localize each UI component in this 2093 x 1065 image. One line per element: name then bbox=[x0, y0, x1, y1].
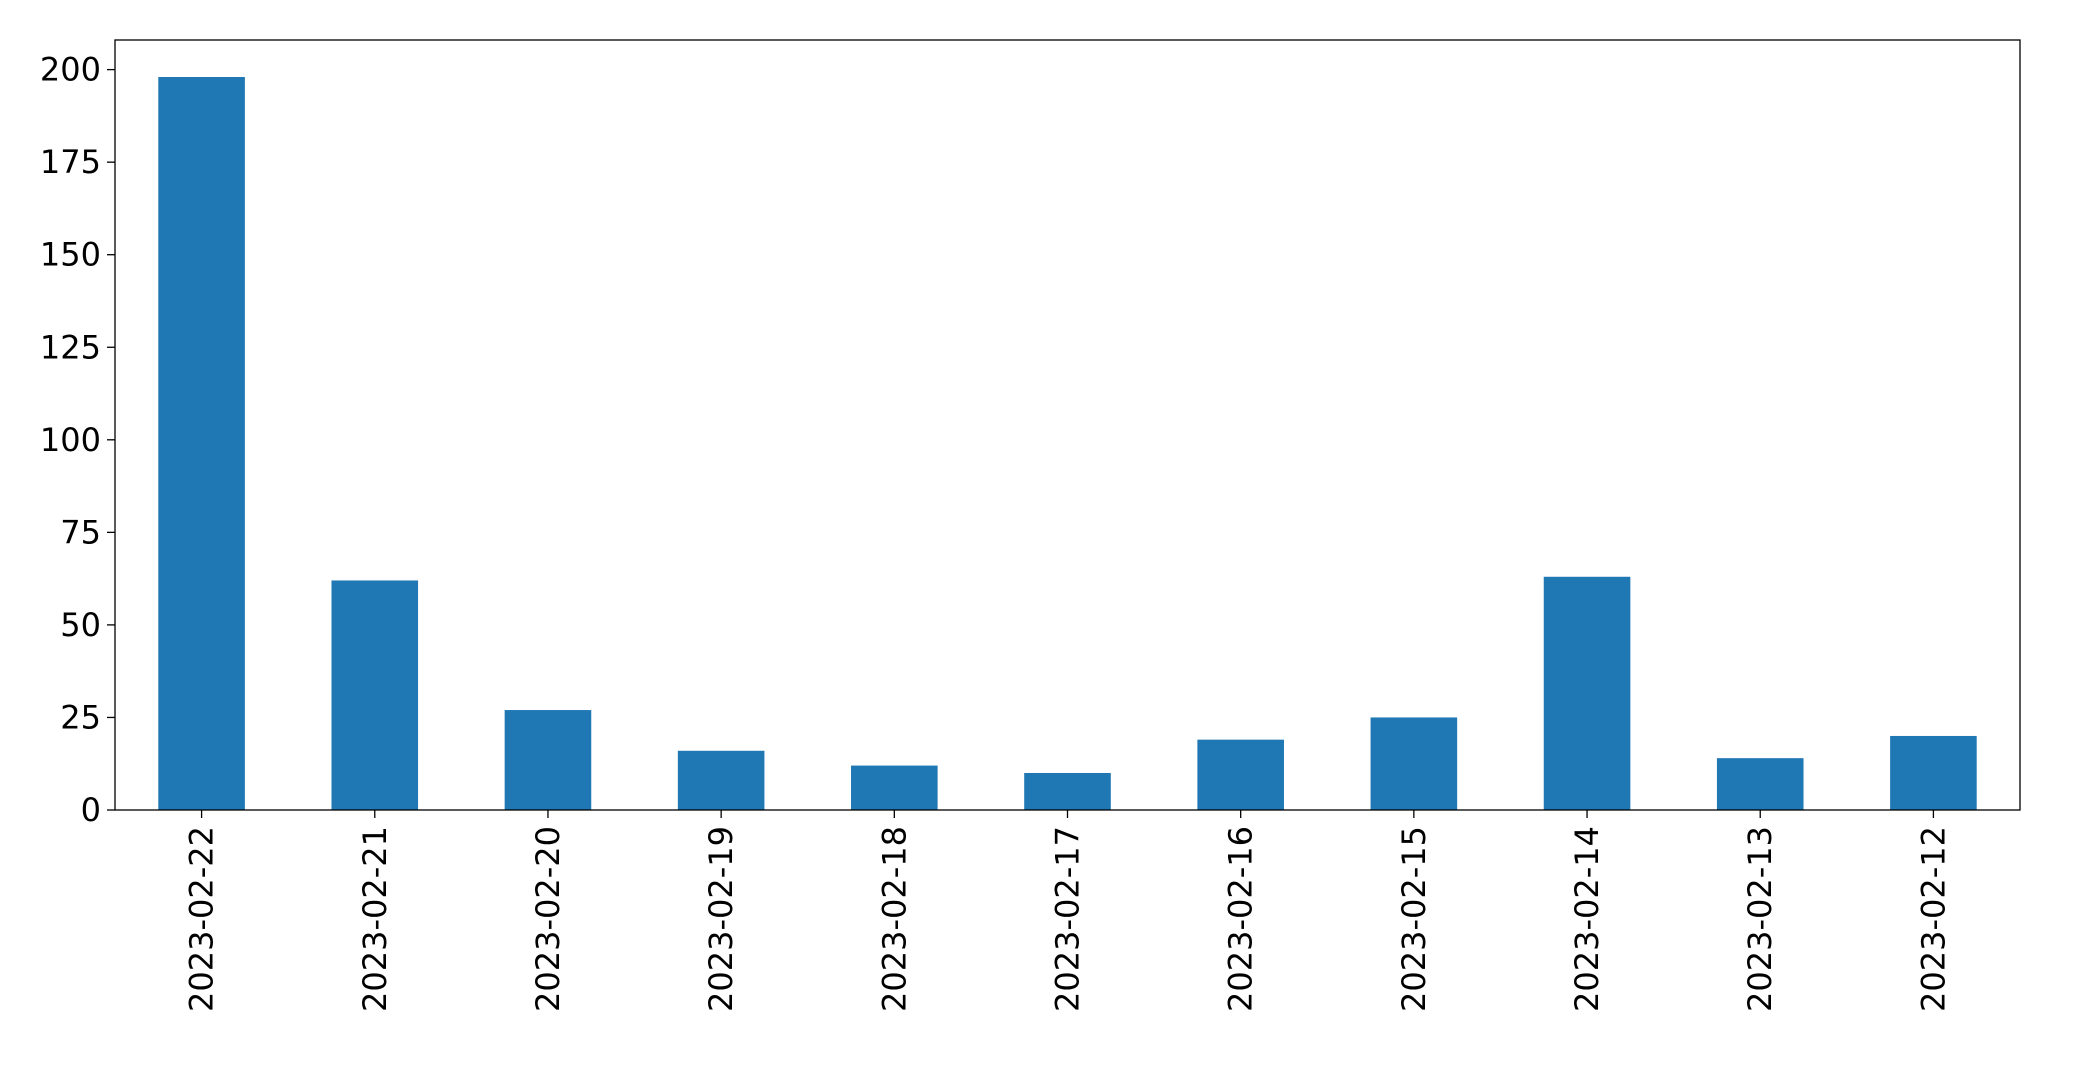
y-tick-label: 25 bbox=[60, 698, 101, 736]
plot-frame bbox=[114, 39, 2021, 811]
x-tick-label: 2023-02-19 bbox=[702, 826, 740, 1012]
bar-2023-02-19 bbox=[677, 750, 765, 810]
bar-2023-02-12 bbox=[1890, 735, 1977, 810]
x-tick-label: 2023-02-17 bbox=[1049, 826, 1087, 1012]
x-tick-label: 2023-02-20 bbox=[529, 826, 567, 1012]
bar-2023-02-22 bbox=[158, 77, 245, 811]
y-tick-label: 150 bbox=[40, 236, 101, 274]
y-tick-label: 175 bbox=[40, 143, 101, 181]
x-tick-label: 2023-02-15 bbox=[1395, 826, 1433, 1012]
y-axis: 0 25 50 75 100 125 150 175 200 bbox=[40, 51, 115, 829]
plot-area bbox=[158, 77, 1977, 811]
x-axis: 2023-02-22 2023-02-21 2023-02-20 2023-02-19… bbox=[183, 810, 1952, 1012]
y-tick-label: 75 bbox=[60, 513, 101, 551]
x-tick-label: 2023-02-18 bbox=[875, 826, 913, 1012]
bar-2023-02-18 bbox=[851, 765, 938, 810]
bar-2023-02-21 bbox=[331, 580, 419, 810]
x-tick-label: 2023-02-16 bbox=[1222, 826, 1260, 1012]
y-tick-label: 100 bbox=[40, 421, 101, 459]
y-tick-label: 0 bbox=[81, 791, 101, 829]
x-tick-label: 2023-02-12 bbox=[1914, 826, 1952, 1012]
x-tick-label: 2023-02-13 bbox=[1741, 826, 1779, 1012]
y-tick-label: 200 bbox=[40, 51, 101, 89]
bar-2023-02-16 bbox=[1197, 739, 1284, 810]
x-tick-label: 2023-02-21 bbox=[356, 826, 394, 1012]
x-tick-label: 2023-02-22 bbox=[183, 826, 221, 1012]
bar-2023-02-17 bbox=[1024, 772, 1111, 810]
y-tick-label: 125 bbox=[40, 328, 101, 366]
bar-2023-02-13 bbox=[1716, 758, 1804, 810]
y-tick-label: 50 bbox=[60, 606, 101, 644]
bar-2023-02-20 bbox=[504, 710, 592, 810]
bar-2023-02-14 bbox=[1543, 576, 1631, 810]
x-tick-label: 2023-02-14 bbox=[1568, 826, 1606, 1012]
bar-2023-02-15 bbox=[1370, 717, 1458, 810]
